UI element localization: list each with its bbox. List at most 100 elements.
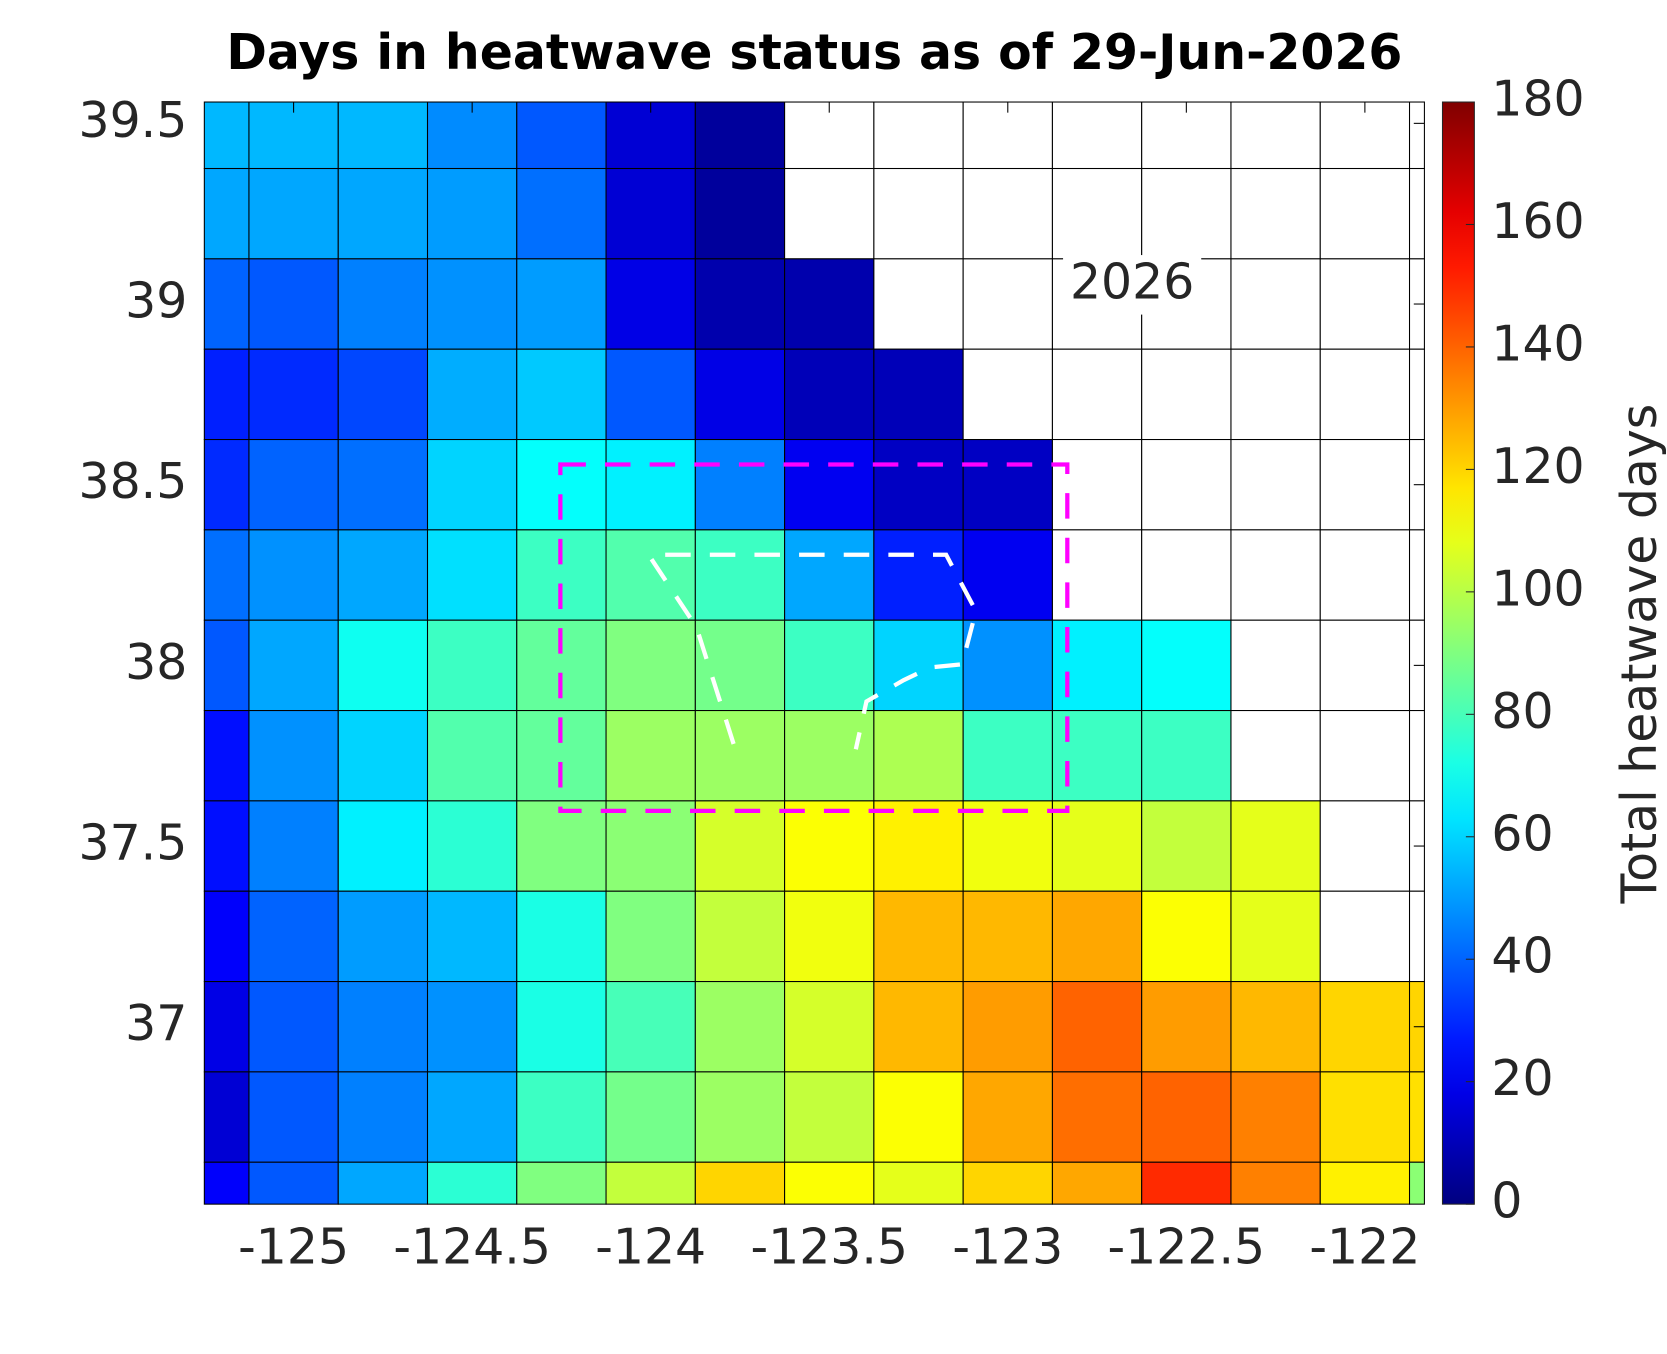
empty-cell <box>1319 890 1411 983</box>
cell <box>1319 1071 1411 1163</box>
cell <box>248 529 339 621</box>
cell <box>1141 710 1232 802</box>
cell <box>516 348 607 441</box>
empty-cell <box>1141 529 1232 621</box>
empty-cell <box>784 101 875 170</box>
cell <box>516 981 607 1073</box>
cell <box>605 981 696 1073</box>
cell <box>248 800 339 892</box>
cell <box>516 167 607 260</box>
empty-cell <box>1319 258 1411 350</box>
cell <box>203 1071 250 1163</box>
x-tick-label: -124.5 <box>393 1218 551 1275</box>
cell <box>1230 981 1321 1073</box>
cell <box>784 1071 875 1163</box>
cell <box>694 348 786 441</box>
cell <box>694 800 786 892</box>
cell <box>873 1161 964 1205</box>
cell <box>605 619 696 712</box>
cell <box>962 981 1053 1073</box>
cell <box>426 981 518 1073</box>
cell <box>962 710 1053 802</box>
empty-cell <box>1141 348 1232 441</box>
cell <box>962 438 1053 531</box>
cell <box>605 438 696 531</box>
cell <box>962 1161 1053 1205</box>
colorbar-tick-label: 40 <box>1491 928 1553 985</box>
empty-cell <box>962 348 1053 441</box>
cell <box>337 800 429 892</box>
cell <box>784 348 875 441</box>
cell <box>203 101 250 170</box>
cell <box>1230 1161 1321 1205</box>
x-tick-label: -124 <box>595 1218 706 1275</box>
empty-cell <box>1051 167 1143 260</box>
cell <box>784 258 875 350</box>
y-tick-label: 38 <box>125 634 187 691</box>
colorbar <box>1441 101 1475 1205</box>
cell <box>1408 1071 1425 1163</box>
cell <box>337 101 429 170</box>
cell <box>248 438 339 531</box>
x-tick-label: -125 <box>238 1218 349 1275</box>
cell <box>962 619 1053 712</box>
empty-cell <box>962 167 1053 260</box>
cell <box>1141 800 1232 892</box>
cell <box>784 1161 875 1205</box>
cell <box>694 619 786 712</box>
cell <box>1319 981 1411 1073</box>
empty-cell <box>1319 529 1411 621</box>
cell <box>873 981 964 1073</box>
cell <box>784 710 875 802</box>
cell <box>873 1071 964 1163</box>
cell <box>426 619 518 712</box>
cell <box>694 529 786 621</box>
heatmap <box>203 101 1425 1205</box>
cell <box>426 438 518 531</box>
empty-cell <box>1408 529 1425 621</box>
cell <box>1141 1161 1232 1205</box>
cell <box>1230 890 1321 983</box>
cell <box>694 101 786 170</box>
y-tick-label: 37 <box>125 995 187 1052</box>
empty-cell <box>1408 710 1425 802</box>
cell <box>426 1071 518 1163</box>
colorbar-tick-label: 100 <box>1491 560 1584 617</box>
cell <box>426 890 518 983</box>
cell <box>248 101 339 170</box>
cell <box>516 1071 607 1163</box>
overlay: 2026 <box>558 253 1202 814</box>
cell <box>203 167 250 260</box>
empty-cell <box>1230 710 1321 802</box>
empty-cell <box>873 101 964 170</box>
cell <box>203 619 250 712</box>
cell <box>1051 1071 1143 1163</box>
cell <box>203 529 250 621</box>
cell <box>784 890 875 983</box>
cell <box>248 258 339 350</box>
cell <box>873 438 964 531</box>
cell <box>694 890 786 983</box>
colorbar-tick-label: 160 <box>1491 193 1584 250</box>
empty-cell <box>1141 101 1232 170</box>
annotation: 2026 <box>1070 253 1194 310</box>
region-box <box>558 462 1070 814</box>
cell <box>605 890 696 983</box>
cell <box>426 258 518 350</box>
cell <box>516 890 607 983</box>
colorbar-label: Total heatwave days <box>1611 404 1667 905</box>
cell <box>962 890 1053 983</box>
cell <box>1051 800 1143 892</box>
colorbar-tick-label: 60 <box>1491 805 1553 862</box>
cell <box>1319 1161 1411 1205</box>
empty-cell <box>1230 438 1321 531</box>
empty-cell <box>1230 619 1321 712</box>
cell <box>337 258 429 350</box>
x-tick-label: -122.5 <box>1108 1218 1266 1275</box>
cell <box>605 1071 696 1163</box>
cell <box>337 1071 429 1163</box>
x-tick-label: -123.5 <box>750 1218 908 1275</box>
cell <box>694 258 786 350</box>
cell <box>337 981 429 1073</box>
